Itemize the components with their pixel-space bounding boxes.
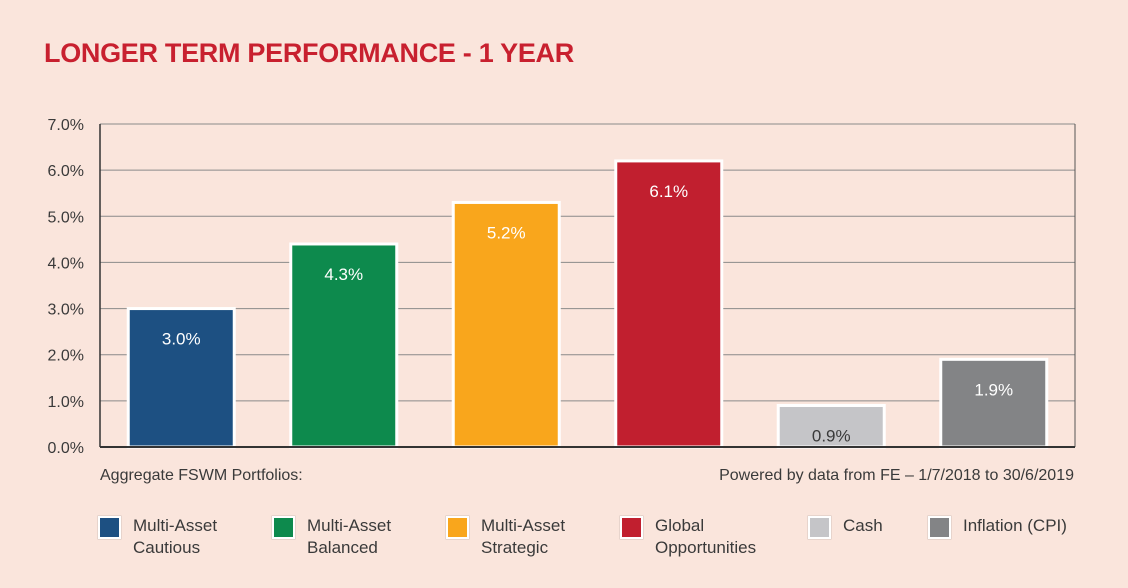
data-label: 6.1% — [649, 182, 688, 201]
legend-label: Inflation (CPI) — [963, 516, 1067, 535]
y-tick-label: 1.0% — [48, 394, 84, 411]
legend-item: Multi-Asset Strategic — [446, 515, 565, 559]
legend-swatch — [808, 516, 831, 539]
legend-item: Multi-Asset Cautious — [98, 515, 217, 559]
bar — [289, 242, 399, 449]
bar — [614, 159, 724, 449]
legend-label: Multi-Asset Cautious — [133, 516, 218, 557]
y-axis-ticks: 0.0% 1.0% 2.0% 3.0% 4.0% 5.0% 6.0% 7.0% — [48, 117, 84, 457]
data-label: 1.9% — [974, 380, 1013, 399]
legend-label: Multi-Asset Balanced — [307, 516, 392, 557]
y-tick-label: 3.0% — [48, 302, 84, 319]
legend-swatch — [928, 516, 951, 539]
legend-item: Global Opportunities — [620, 515, 756, 559]
legend-label: Cash — [843, 516, 883, 535]
footnote-source: Powered by data from FE – 1/7/2018 to 30… — [719, 467, 1074, 484]
data-label: 4.3% — [324, 265, 363, 284]
legend-item: Cash — [808, 515, 883, 539]
bar-chart: 0.0% 1.0% 2.0% 3.0% 4.0% 5.0% 6.0% 7.0% 3.0% 4.3… — [48, 117, 1076, 457]
y-tick-label: 5.0% — [48, 209, 84, 226]
y-tick-label: 6.0% — [48, 163, 84, 180]
bar — [939, 357, 1049, 449]
grid-lines — [100, 123, 1075, 402]
data-label: 3.0% — [162, 330, 201, 349]
bar — [776, 403, 886, 449]
legend-swatch — [446, 516, 469, 539]
legend-item: Inflation (CPI) — [928, 515, 1067, 539]
plot-frame — [99, 124, 1076, 448]
y-tick-label: 0.0% — [48, 440, 84, 457]
legend-label: Global Opportunities — [655, 516, 757, 557]
bar — [126, 307, 236, 449]
y-tick-label: 7.0% — [48, 117, 84, 134]
legend-item: Multi-Asset Balanced — [272, 515, 391, 559]
legend-swatch — [98, 516, 121, 539]
data-label: 5.2% — [487, 223, 526, 242]
y-tick-label: 4.0% — [48, 255, 84, 272]
bars — [126, 159, 1049, 449]
data-label: 0.9% — [812, 426, 851, 445]
chart-title: LONGER TERM PERFORMANCE - 1 YEAR — [44, 38, 574, 68]
legend-swatch — [620, 516, 643, 539]
legend-label: Multi-Asset Strategic — [481, 516, 566, 557]
footnote-portfolios: Aggregate FSWM Portfolios: — [100, 467, 303, 484]
y-tick-label: 2.0% — [48, 348, 84, 365]
legend-swatch — [272, 516, 295, 539]
data-labels: 3.0% 4.3% 5.2% 6.1% 0.9% 1.9% — [162, 182, 1013, 446]
